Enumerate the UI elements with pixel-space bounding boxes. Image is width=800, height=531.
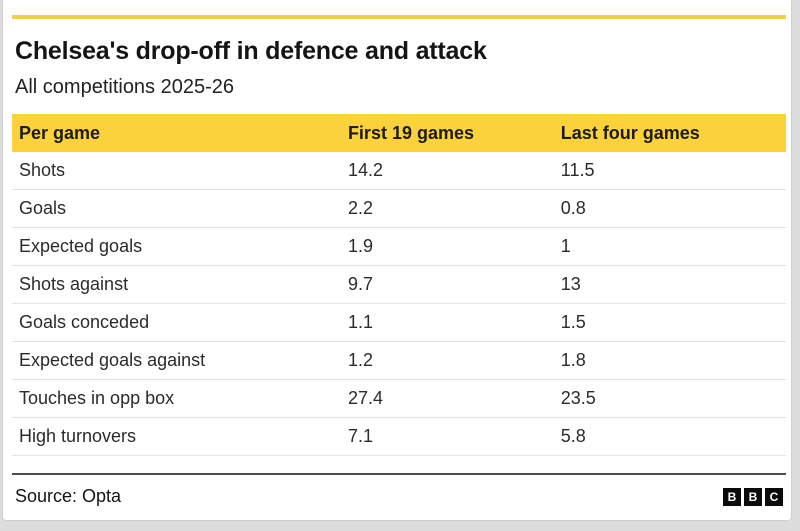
table-row-goals: Goals 2.2 0.8 bbox=[12, 189, 786, 228]
row-value-first19: 1.1 bbox=[340, 303, 554, 342]
row-label: Expected goals against bbox=[12, 341, 341, 380]
row-value-first19: 7.1 bbox=[340, 417, 554, 456]
row-value-last4: 5.8 bbox=[553, 417, 786, 456]
row-value-last4: 1.5 bbox=[553, 303, 786, 342]
bbc-logo: B B C bbox=[723, 487, 783, 506]
row-value-first19: 27.4 bbox=[340, 379, 554, 418]
table-row-high-turnovers: High turnovers 7.1 5.8 bbox=[12, 417, 786, 456]
row-label: Shots against bbox=[12, 265, 341, 304]
col-header-first-19-games: First 19 games bbox=[340, 114, 554, 152]
row-label: Goals conceded bbox=[12, 303, 341, 342]
table-row-touches-in-opp-box: Touches in opp box 27.4 23.5 bbox=[12, 379, 786, 418]
row-value-last4: 1.8 bbox=[553, 341, 786, 380]
bbc-logo-block-c: C bbox=[765, 487, 783, 506]
table-row-shots: Shots 14.2 11.5 bbox=[12, 152, 786, 190]
source-label: Source: Opta bbox=[15, 486, 122, 506]
chart-card: Chelsea's drop-off in defence and attack… bbox=[2, 0, 792, 521]
col-header-last-four-games: Last four games bbox=[553, 114, 786, 152]
row-value-last4: 1 bbox=[553, 227, 786, 266]
bbc-logo-block-b2: B bbox=[744, 487, 762, 506]
table-row-goals-conceded: Goals conceded 1.1 1.5 bbox=[12, 303, 786, 342]
row-value-first19: 2.2 bbox=[340, 189, 554, 228]
footer-divider bbox=[12, 473, 786, 475]
row-value-first19: 1.9 bbox=[340, 227, 554, 266]
row-value-last4: 23.5 bbox=[553, 379, 786, 418]
row-value-first19: 9.7 bbox=[340, 265, 554, 304]
table-row-expected-goals: Expected goals 1.9 1 bbox=[12, 227, 786, 266]
table-header-row: Per game First 19 games Last four games bbox=[12, 114, 786, 152]
page-subtitle: All competitions 2025-26 bbox=[15, 76, 235, 98]
table-row-expected-goals-against: Expected goals against 1.2 1.8 bbox=[12, 341, 786, 380]
row-value-first19: 14.2 bbox=[340, 152, 554, 190]
col-header-per-game: Per game bbox=[12, 114, 341, 152]
page-title: Chelsea's drop-off in defence and attack bbox=[15, 37, 487, 65]
row-label: Expected goals bbox=[12, 227, 341, 266]
row-label: Goals bbox=[12, 189, 341, 228]
stats-table: Per game First 19 games Last four games … bbox=[12, 114, 786, 456]
bbc-logo-block-b1: B bbox=[723, 487, 741, 506]
row-label: Shots bbox=[12, 152, 341, 190]
row-label: Touches in opp box bbox=[12, 379, 341, 418]
row-value-last4: 13 bbox=[553, 265, 786, 304]
table-row-shots-against: Shots against 9.7 13 bbox=[12, 265, 786, 304]
row-label: High turnovers bbox=[12, 417, 341, 456]
top-accent-rule bbox=[12, 15, 786, 19]
footer: Source: Opta B B C bbox=[12, 486, 786, 507]
row-value-first19: 1.2 bbox=[340, 341, 554, 380]
row-value-last4: 11.5 bbox=[553, 152, 786, 190]
row-value-last4: 0.8 bbox=[553, 189, 786, 228]
